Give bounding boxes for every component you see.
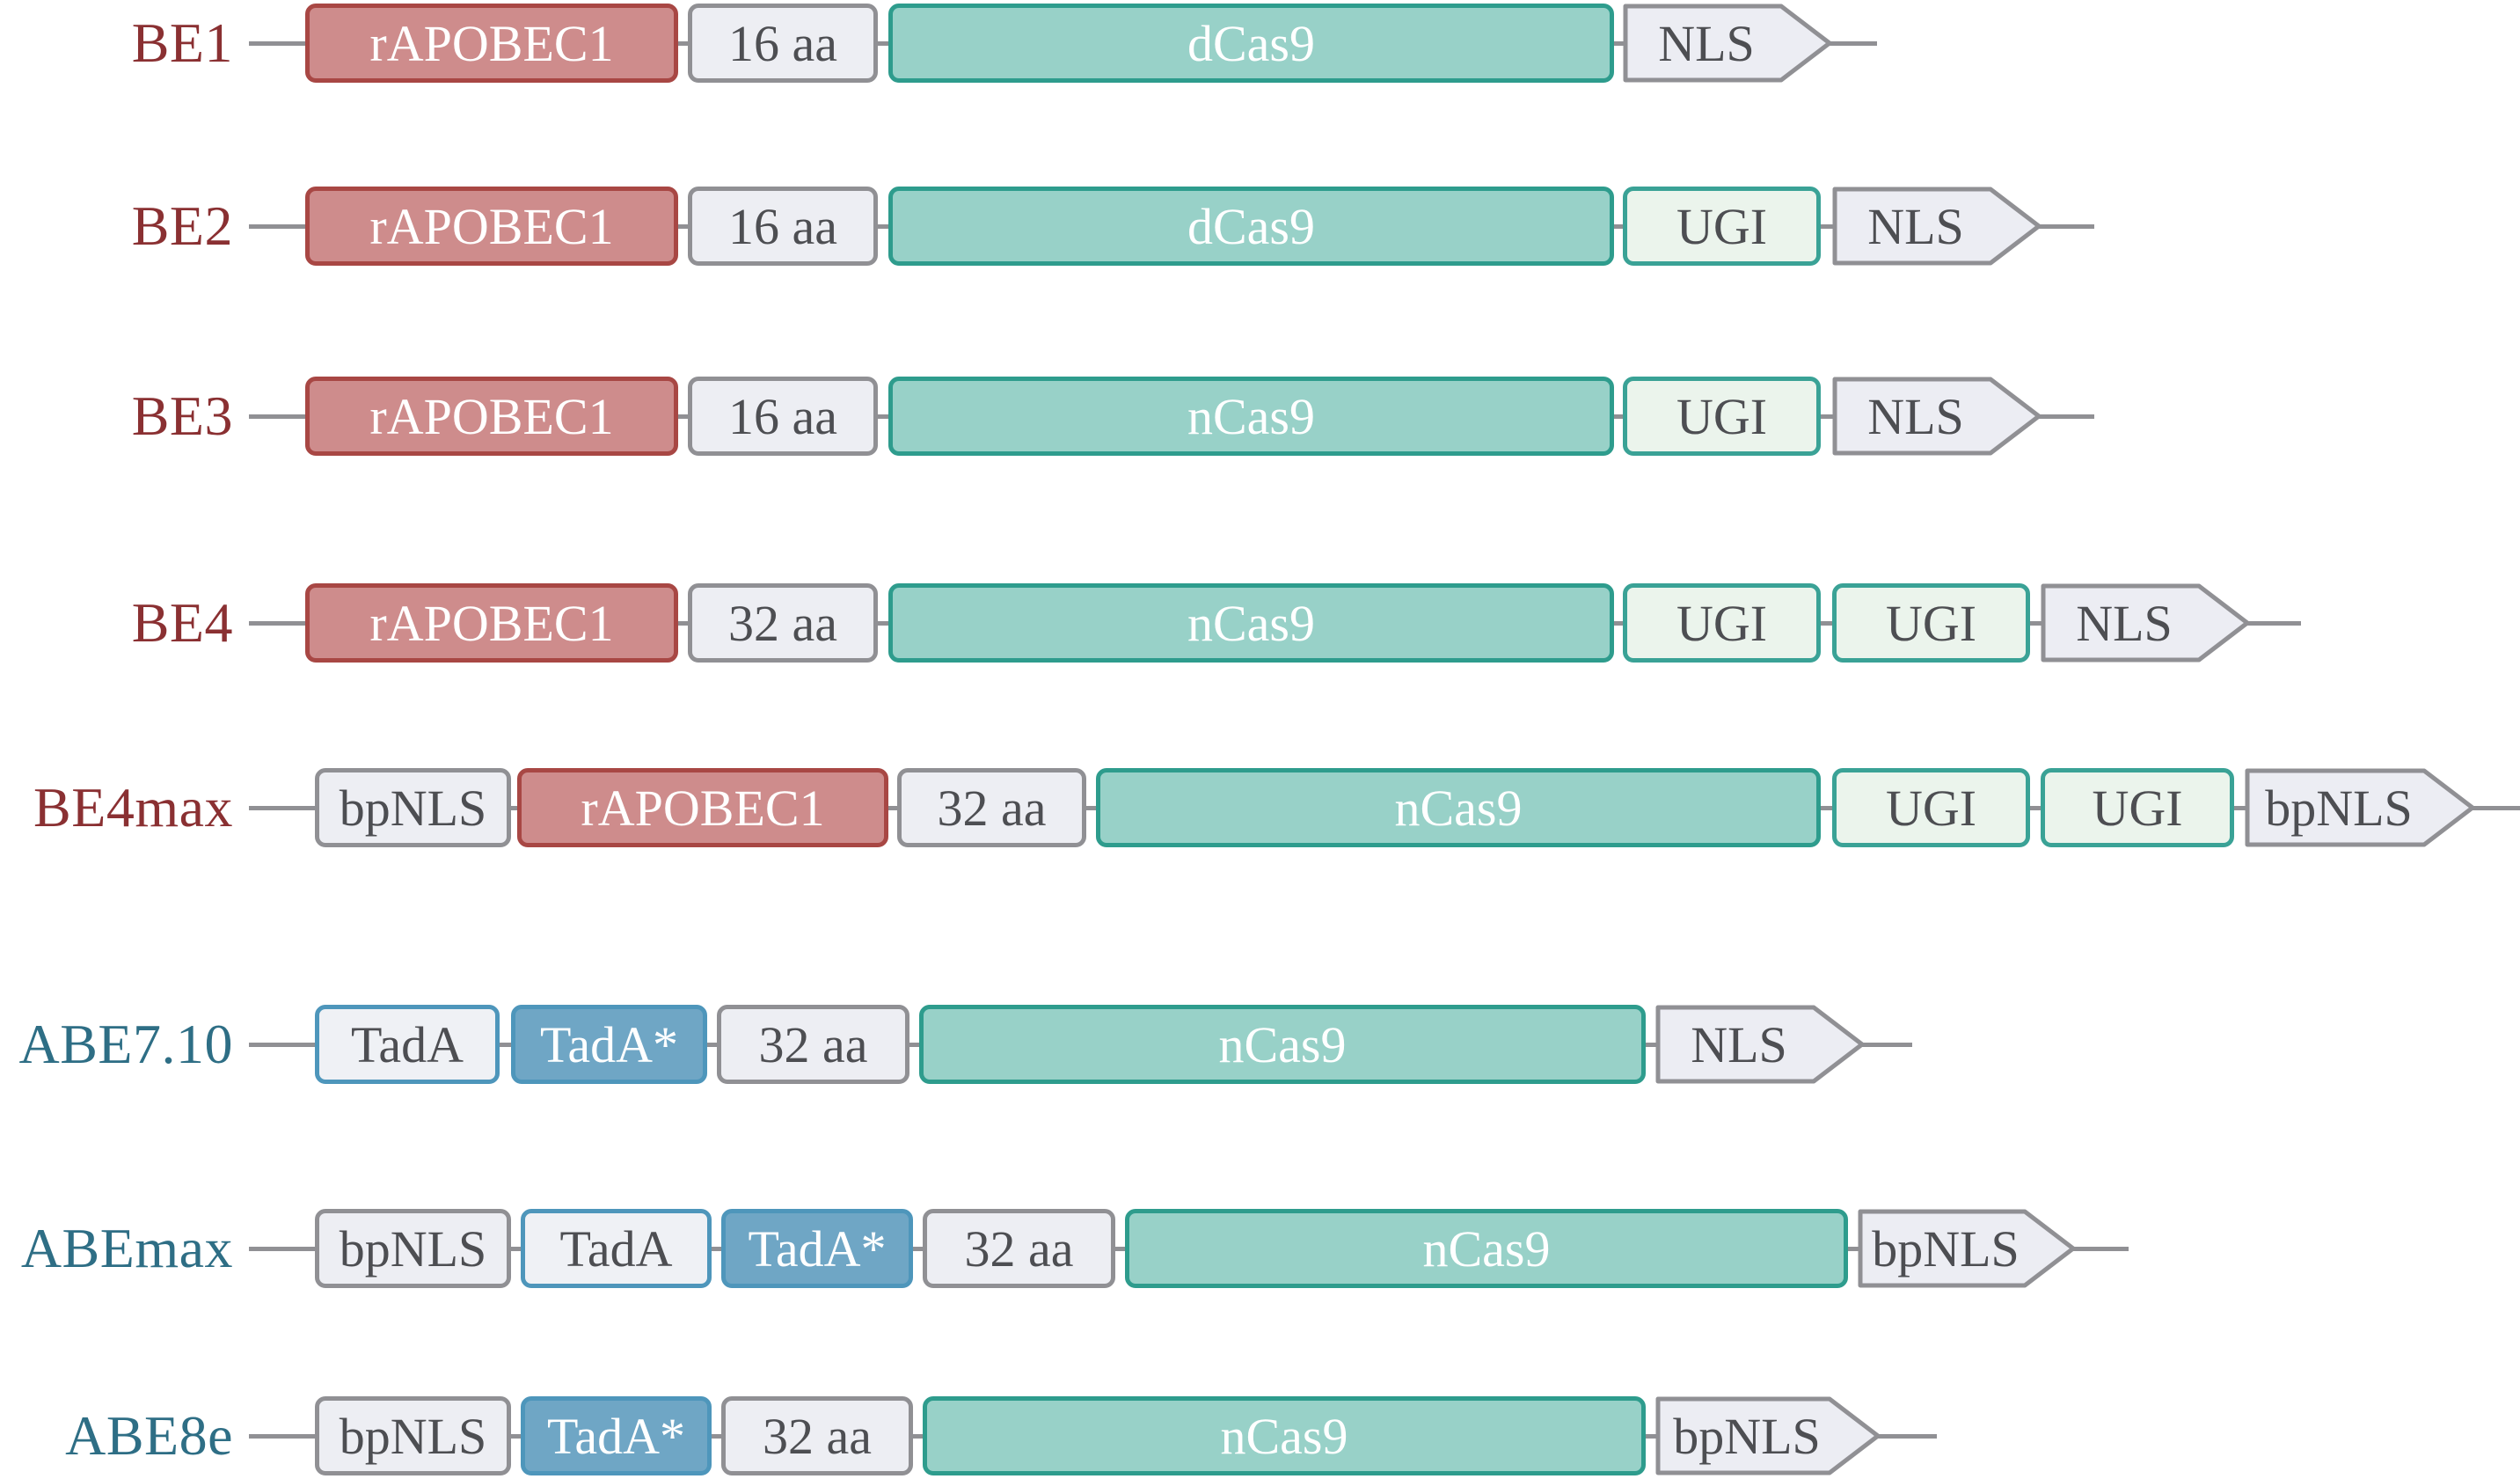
bpnls-domain-box: bpNLS — [315, 1396, 511, 1475]
ncas9-domain-box: nCas9 — [923, 1396, 1646, 1475]
bpnls-arrow-tag: bpNLS — [1655, 1396, 1881, 1475]
rapobec1-domain-box: rAPOBEC1 — [305, 583, 678, 663]
rapobec1-domain-box: rAPOBEC1 — [305, 187, 678, 266]
rapobec1-domain-box: rAPOBEC1 — [305, 4, 678, 83]
arrow-shape-icon — [2041, 583, 2250, 663]
row-label-be2: BE2 — [131, 194, 233, 257]
nls-arrow-tag: NLS — [2041, 583, 2250, 663]
nls-arrow-tag: NLS — [1832, 377, 2042, 456]
row-label-be4max: BE4max — [33, 776, 233, 838]
row-label-abemax: ABEmax — [20, 1217, 233, 1279]
rapobec1-domain-box: rAPOBEC1 — [517, 768, 888, 847]
nls-arrow-label: NLS — [1867, 197, 1964, 255]
ugi-domain-box: UGI — [1832, 768, 2030, 847]
16-aa-domain-box: 16 aa — [688, 187, 878, 266]
32-aa-domain-box: 32 aa — [688, 583, 878, 663]
construct-row-abemax: ABEmax bpNLS TadA TadA* 32 aa nCas9 bpNLS — [0, 1209, 2520, 1288]
16-aa-domain-box: 16 aa — [688, 4, 878, 83]
tada-domain-box: TadA* — [521, 1396, 712, 1475]
32-aa-domain-box: 32 aa — [897, 768, 1086, 847]
construct-row-be2: BE2 rAPOBEC1 16 aa dCas9 UGI NLS — [0, 187, 2520, 266]
32-aa-domain-box: 32 aa — [721, 1396, 913, 1475]
row-label-be4: BE4 — [131, 591, 233, 654]
bpnls-arrow-tag: bpNLS — [2245, 768, 2475, 847]
tada-domain-box: TadA — [521, 1209, 712, 1288]
ugi-domain-box: UGI — [1623, 583, 1821, 663]
ncas9-domain-box: nCas9 — [888, 583, 1614, 663]
arrow-shape-icon — [1623, 4, 1832, 83]
construct-row-be4: BE4 rAPOBEC1 32 aa nCas9 UGI UGI NLS — [0, 583, 2520, 663]
nls-arrow-label: NLS — [2076, 594, 2173, 652]
row-label-abe7-10: ABE7.10 — [18, 1013, 233, 1075]
ncas9-domain-box: nCas9 — [888, 377, 1614, 456]
arrow-shape-icon — [2245, 768, 2475, 847]
tada-domain-box: TadA — [315, 1005, 500, 1084]
ugi-domain-box: UGI — [2041, 768, 2234, 847]
ncas9-domain-box: nCas9 — [1125, 1209, 1848, 1288]
nls-arrow-tag: NLS — [1655, 1005, 1865, 1084]
bpnls-arrow-label: bpNLS — [1872, 1219, 2020, 1278]
row-label-be3: BE3 — [131, 384, 233, 447]
dcas9-domain-box: dCas9 — [888, 4, 1614, 83]
construct-row-be4max: BE4max bpNLS rAPOBEC1 32 aa nCas9 UGI UGI bpNLS — [0, 768, 2520, 847]
construct-row-be1: BE1 rAPOBEC1 16 aa dCas9 NLS — [0, 4, 2520, 83]
construct-row-abe8e: ABE8e bpNLS TadA* 32 aa nCas9 bpNLS — [0, 1396, 2520, 1475]
bpnls-arrow-tag: bpNLS — [1858, 1209, 2076, 1288]
nls-arrow-tag: NLS — [1832, 187, 2042, 266]
bpnls-arrow-label: bpNLS — [1673, 1407, 1821, 1465]
tada-domain-box: TadA* — [721, 1209, 913, 1288]
arrow-shape-icon — [1655, 1396, 1881, 1475]
arrow-shape-icon — [1832, 377, 2042, 456]
arrow-shape-icon — [1655, 1005, 1865, 1084]
ugi-domain-box: UGI — [1623, 377, 1821, 456]
16-aa-domain-box: 16 aa — [688, 377, 878, 456]
nls-arrow-label: NLS — [1867, 387, 1964, 445]
tada-domain-box: TadA* — [511, 1005, 707, 1084]
32-aa-domain-box: 32 aa — [717, 1005, 909, 1084]
ncas9-domain-box: nCas9 — [919, 1005, 1646, 1084]
arrow-shape-icon — [1832, 187, 2042, 266]
nls-arrow-label: NLS — [1691, 1015, 1787, 1073]
bpnls-domain-box: bpNLS — [315, 1209, 511, 1288]
32-aa-domain-box: 32 aa — [923, 1209, 1115, 1288]
construct-row-abe7-10: ABE7.10 TadA TadA* 32 aa nCas9 NLS — [0, 1005, 2520, 1084]
nls-arrow-label: NLS — [1658, 14, 1755, 72]
ncas9-domain-box: nCas9 — [1096, 768, 1821, 847]
ugi-domain-box: UGI — [1832, 583, 2030, 663]
nls-arrow-tag: NLS — [1623, 4, 1832, 83]
bpnls-arrow-label: bpNLS — [2265, 779, 2413, 837]
construct-row-be3: BE3 rAPOBEC1 16 aa nCas9 UGI NLS — [0, 377, 2520, 456]
ugi-domain-box: UGI — [1623, 187, 1821, 266]
row-label-abe8e: ABE8e — [65, 1404, 233, 1467]
bpnls-domain-box: bpNLS — [315, 768, 511, 847]
arrow-shape-icon — [1858, 1209, 2076, 1288]
row-label-be1: BE1 — [131, 11, 233, 74]
rapobec1-domain-box: rAPOBEC1 — [305, 377, 678, 456]
dcas9-domain-box: dCas9 — [888, 187, 1614, 266]
